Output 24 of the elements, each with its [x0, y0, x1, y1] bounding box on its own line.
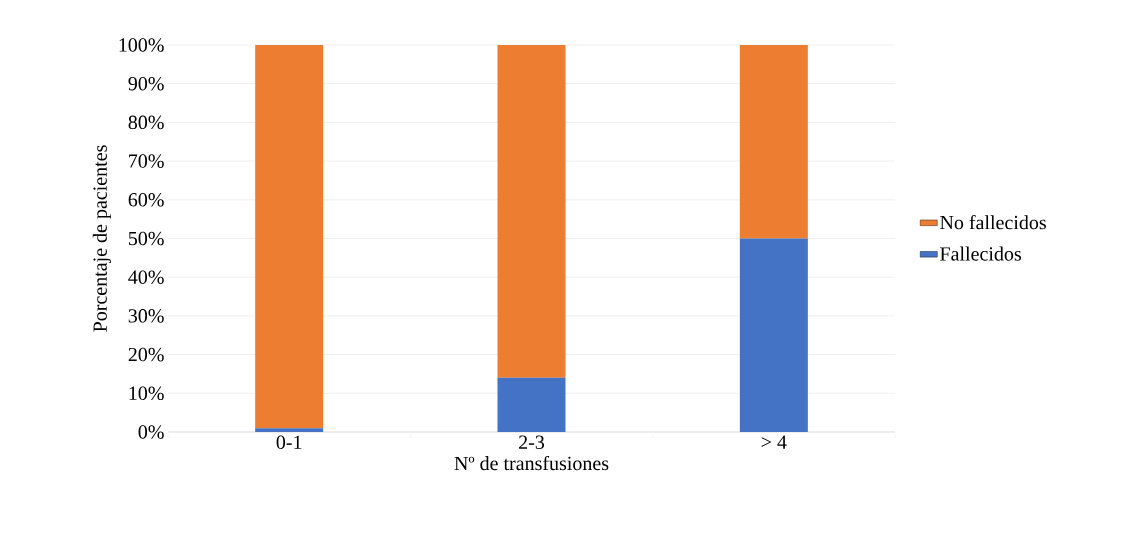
y-tick-label: 40% [128, 270, 164, 284]
y-tick-label: 90% [128, 76, 164, 91]
y-tick-label: 10% [129, 386, 164, 401]
y-tick-label: 50% [128, 231, 164, 246]
y-tick-label: 70% [129, 154, 164, 168]
bar [739, 238, 808, 432]
bar [255, 428, 324, 432]
x-axis-title: Nº de transfusiones [454, 455, 609, 471]
x-tick-label: 2-3 [519, 435, 545, 449]
legend-label: Fallecidos [940, 246, 1021, 261]
legend-label: No fallecidos [940, 215, 1046, 230]
x-tick-label: 0-1 [276, 435, 302, 450]
bar [497, 45, 566, 378]
bar [497, 377, 566, 432]
y-tick-label: 0% [138, 425, 164, 439]
y-tick-label: 60% [128, 193, 164, 207]
y-axis-title: Porcentaje de pacientes [92, 145, 111, 332]
y-tick-label: 30% [128, 309, 164, 323]
y-tick-label: 20% [128, 347, 164, 362]
bar [739, 45, 808, 239]
x-tick-label: > 4 [761, 435, 787, 449]
y-tick-label: 80% [128, 115, 164, 130]
bar [255, 45, 324, 429]
y-tick-label: 100% [119, 38, 164, 52]
